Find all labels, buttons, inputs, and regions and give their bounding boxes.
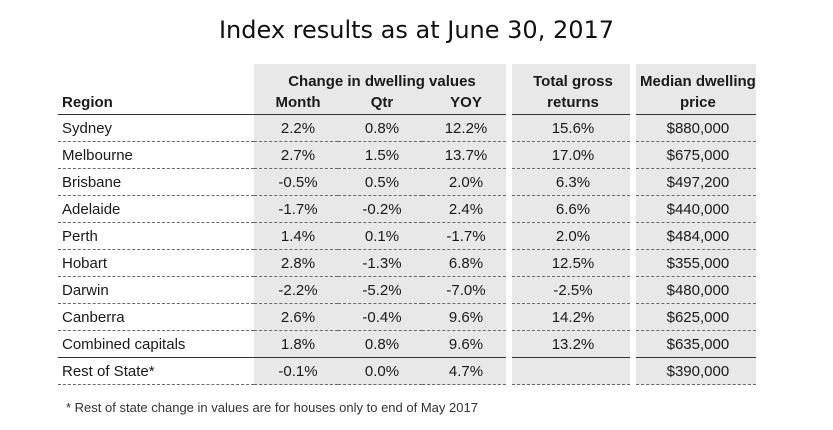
table-row: Melbourne 2.7% 1.5% 13.7% 17.0% $675,000	[58, 141, 756, 169]
region-cell: Melbourne	[58, 141, 254, 169]
yoy-cell: 9.6%	[422, 303, 506, 331]
table-body: Sydney 2.2% 0.8% 12.2% 15.6% $880,000 Melbourn…	[58, 114, 756, 385]
month-cell: 1.8%	[254, 330, 338, 358]
total-gross-returns-cell: 12.5%	[512, 249, 630, 277]
yoy-cell: 2.4%	[422, 195, 506, 223]
qtr-cell: 0.8%	[338, 330, 422, 358]
qtr-header: Qtr	[338, 90, 422, 115]
median-dwelling-price-cell: $480,000	[636, 276, 756, 304]
footnote: * Rest of state change in values are for…	[66, 400, 478, 415]
month-cell: 2.8%	[254, 249, 338, 277]
qtr-cell: 0.0%	[338, 357, 422, 385]
month-cell: -2.2%	[254, 276, 338, 304]
qtr-cell: 0.5%	[338, 168, 422, 196]
header-row-top: Region Change in dwelling values Total g…	[58, 64, 756, 115]
region-header: Region	[58, 64, 254, 115]
yoy-cell: 2.0%	[422, 168, 506, 196]
index-results-table: Region Change in dwelling values Total g…	[58, 64, 756, 385]
total-gross-returns-header-line2: returns	[512, 90, 630, 115]
median-dwelling-price-cell: $484,000	[636, 222, 756, 250]
total-gross-returns-cell: 14.2%	[512, 303, 630, 331]
table-row: Perth 1.4% 0.1% -1.7% 2.0% $484,000	[58, 222, 756, 250]
change-in-dwelling-values-header: Change in dwelling values	[254, 64, 506, 90]
table-row: Darwin -2.2% -5.2% -7.0% -2.5% $480,000	[58, 276, 756, 304]
region-cell: Perth	[58, 222, 254, 250]
median-dwelling-price-cell: $675,000	[636, 141, 756, 169]
qtr-cell: -0.4%	[338, 303, 422, 331]
total-gross-returns-cell: 13.2%	[512, 330, 630, 358]
median-dwelling-price-cell: $880,000	[636, 114, 756, 142]
table-row: Adelaide -1.7% -0.2% 2.4% 6.6% $440,000	[58, 195, 756, 223]
median-dwelling-price-cell: $390,000	[636, 357, 756, 385]
median-dwelling-price-cell: $625,000	[636, 303, 756, 331]
qtr-cell: 0.1%	[338, 222, 422, 250]
table-row: Combined capitals 1.8% 0.8% 9.6% 13.2% $635,0…	[58, 330, 756, 358]
region-cell: Darwin	[58, 276, 254, 304]
median-dwelling-price-cell: $635,000	[636, 330, 756, 358]
region-cell: Adelaide	[58, 195, 254, 223]
median-dwelling-price-cell: $440,000	[636, 195, 756, 223]
median-dwelling-price-cell: $497,200	[636, 168, 756, 196]
yoy-cell: 9.6%	[422, 330, 506, 358]
region-cell: Hobart	[58, 249, 254, 277]
qtr-cell: 1.5%	[338, 141, 422, 169]
total-gross-returns-cell: 6.6%	[512, 195, 630, 223]
total-gross-returns-cell: 6.3%	[512, 168, 630, 196]
total-gross-returns-cell: 15.6%	[512, 114, 630, 142]
yoy-cell: 12.2%	[422, 114, 506, 142]
yoy-cell: 6.8%	[422, 249, 506, 277]
total-gross-returns-cell: 17.0%	[512, 141, 630, 169]
header-row-bottom: Month Qtr YOY returns price	[58, 90, 756, 115]
qtr-cell: -0.2%	[338, 195, 422, 223]
month-cell: 2.7%	[254, 141, 338, 169]
total-gross-returns-cell: 2.0%	[512, 222, 630, 250]
qtr-cell: 0.8%	[338, 114, 422, 142]
month-cell: -1.7%	[254, 195, 338, 223]
yoy-cell: 4.7%	[422, 357, 506, 385]
yoy-cell: -1.7%	[422, 222, 506, 250]
median-dwelling-price-header-line2: price	[636, 90, 756, 115]
total-gross-returns-header-line1: Total gross	[512, 64, 630, 90]
table-row: Canberra 2.6% -0.4% 9.6% 14.2% $625,000	[58, 303, 756, 331]
table-row: Sydney 2.2% 0.8% 12.2% 15.6% $880,000	[58, 114, 756, 142]
total-gross-returns-cell	[512, 357, 630, 385]
yoy-cell: -7.0%	[422, 276, 506, 304]
month-cell: -0.1%	[254, 357, 338, 385]
month-cell: 2.2%	[254, 114, 338, 142]
yoy-header: YOY	[422, 90, 506, 115]
region-cell: Rest of State*	[58, 357, 254, 385]
page-title: Index results as at June 30, 2017	[218, 16, 615, 44]
month-cell: 1.4%	[254, 222, 338, 250]
total-gross-returns-cell: -2.5%	[512, 276, 630, 304]
region-cell: Combined capitals	[58, 330, 254, 358]
qtr-cell: -5.2%	[338, 276, 422, 304]
region-cell: Canberra	[58, 303, 254, 331]
median-dwelling-price-header-line1: Median dwelling	[636, 64, 756, 90]
month-header: Month	[254, 90, 338, 115]
median-dwelling-price-cell: $355,000	[636, 249, 756, 277]
table-row: Hobart 2.8% -1.3% 6.8% 12.5% $355,000	[58, 249, 756, 277]
region-cell: Sydney	[58, 114, 254, 142]
qtr-cell: -1.3%	[338, 249, 422, 277]
month-cell: 2.6%	[254, 303, 338, 331]
table-row: Brisbane -0.5% 0.5% 2.0% 6.3% $497,200	[58, 168, 756, 196]
table-row: Rest of State* -0.1% 0.0% 4.7% $390,000	[58, 357, 756, 385]
month-cell: -0.5%	[254, 168, 338, 196]
region-cell: Brisbane	[58, 168, 254, 196]
yoy-cell: 13.7%	[422, 141, 506, 169]
